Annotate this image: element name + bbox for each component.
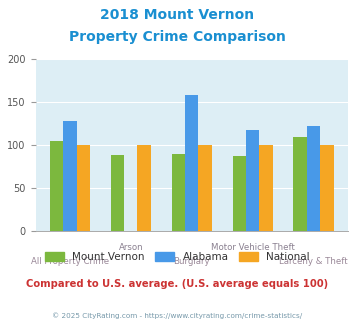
Bar [63, 121, 77, 231]
Bar [171, 154, 185, 231]
Bar [246, 130, 260, 231]
Bar [198, 145, 212, 231]
Bar [77, 145, 90, 231]
Legend: Mount Vernon, Alabama, National: Mount Vernon, Alabama, National [41, 248, 314, 266]
Text: Property Crime Comparison: Property Crime Comparison [69, 30, 286, 44]
Text: © 2025 CityRating.com - https://www.cityrating.com/crime-statistics/: © 2025 CityRating.com - https://www.city… [53, 312, 302, 318]
Bar [50, 141, 63, 231]
Text: All Property Crime: All Property Crime [31, 257, 109, 266]
Bar [137, 145, 151, 231]
Bar [307, 126, 320, 231]
Bar [185, 95, 198, 231]
Text: Compared to U.S. average. (U.S. average equals 100): Compared to U.S. average. (U.S. average … [26, 279, 329, 289]
Bar [233, 156, 246, 231]
Bar [294, 137, 307, 231]
Text: Burglary: Burglary [173, 257, 210, 266]
Bar [320, 145, 334, 231]
Bar [111, 155, 124, 231]
Text: Arson: Arson [119, 243, 143, 252]
Text: Larceny & Theft: Larceny & Theft [279, 257, 348, 266]
Text: 2018 Mount Vernon: 2018 Mount Vernon [100, 8, 255, 22]
Bar [260, 145, 273, 231]
Text: Motor Vehicle Theft: Motor Vehicle Theft [211, 243, 295, 252]
